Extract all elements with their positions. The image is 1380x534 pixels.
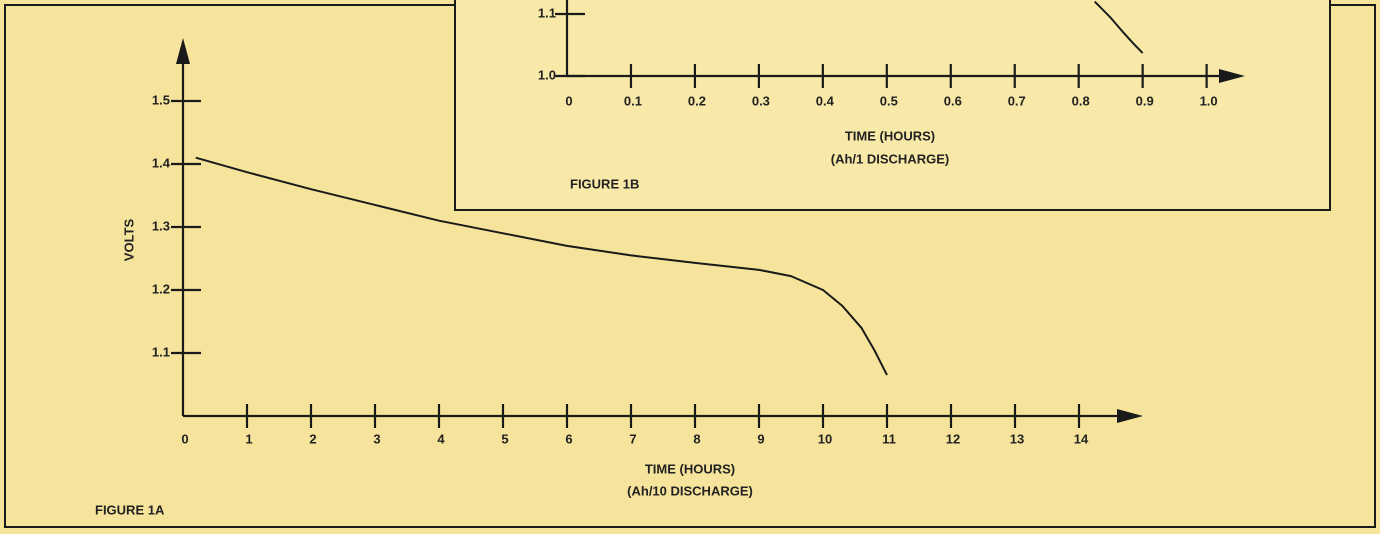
x-tick-label: 4 <box>437 431 445 446</box>
y-tick-label: 1.2 <box>152 281 170 296</box>
y-tick-label: 1.0 <box>538 67 556 82</box>
figure-caption: FIGURE 1A <box>95 502 165 517</box>
x-tick-label: 5 <box>501 431 508 446</box>
x-axis-label: TIME (HOURS) <box>845 128 935 143</box>
x-tick-label: 12 <box>946 431 960 446</box>
x-tick-label: 8 <box>693 431 700 446</box>
x-axis-label: (Ah/10 DISCHARGE) <box>627 483 753 498</box>
x-tick-label: 1 <box>245 431 252 446</box>
discharge-curve <box>195 156 888 376</box>
x-arrow <box>1219 69 1245 83</box>
y-tick-label: 1.1 <box>152 344 170 359</box>
x-axis-label: (Ah/1 DISCHARGE) <box>831 151 949 166</box>
x-tick-label: 0.1 <box>624 93 642 108</box>
figure-1b: 0 0.1 0.2 0.3 0.4 0.5 0.6 0.7 0.8 0.9 1.0 1.0 1.1 TIM… <box>538 0 1245 191</box>
x-tick-label: 7 <box>629 431 636 446</box>
x-tick-label: 10 <box>818 431 832 446</box>
figure-1a: 0 1 2 3 4 5 6 7 8 9 10 11 12 13 141.11.21.31.41.5VOLTS… <box>95 38 1143 517</box>
x-tick-label: 0.7 <box>1008 93 1026 108</box>
x-tick-label: 2 <box>309 431 316 446</box>
x-tick-label: 0.9 <box>1136 93 1154 108</box>
x-axis-label: TIME (HOURS) <box>645 461 735 476</box>
x-tick-label: 0.6 <box>944 93 962 108</box>
x-tick-label: 0.2 <box>688 93 706 108</box>
x-tick-label: 1.0 <box>1200 93 1218 108</box>
x-tick-label: 0 <box>565 93 572 108</box>
x-tick-label: 9 <box>757 431 764 446</box>
x-tick-label: 0 <box>181 431 188 446</box>
x-tick-label: 0.5 <box>880 93 898 108</box>
x-tick-label: 0.3 <box>752 93 770 108</box>
y-tick-label: 1.1 <box>538 5 556 20</box>
x-tick-label: 13 <box>1010 431 1024 446</box>
inset-frame <box>454 0 1331 211</box>
discharge-curve <box>1093 0 1144 54</box>
y-tick-label: 1.3 <box>152 218 170 233</box>
y-tick-label: 1.5 <box>152 92 170 107</box>
y-tick-label: 1.4 <box>152 155 171 170</box>
x-tick-label: 0.4 <box>816 93 835 108</box>
x-tick-label: 3 <box>373 431 380 446</box>
x-arrow <box>1117 409 1143 423</box>
x-tick-label: 6 <box>565 431 572 446</box>
x-tick-label: 11 <box>882 431 896 446</box>
y-axis-label: VOLTS <box>121 218 136 261</box>
x-tick-label: 0.8 <box>1072 93 1090 108</box>
y-arrow <box>176 38 190 64</box>
figure-caption: FIGURE 1B <box>570 176 639 191</box>
x-tick-label: 14 <box>1074 431 1089 446</box>
